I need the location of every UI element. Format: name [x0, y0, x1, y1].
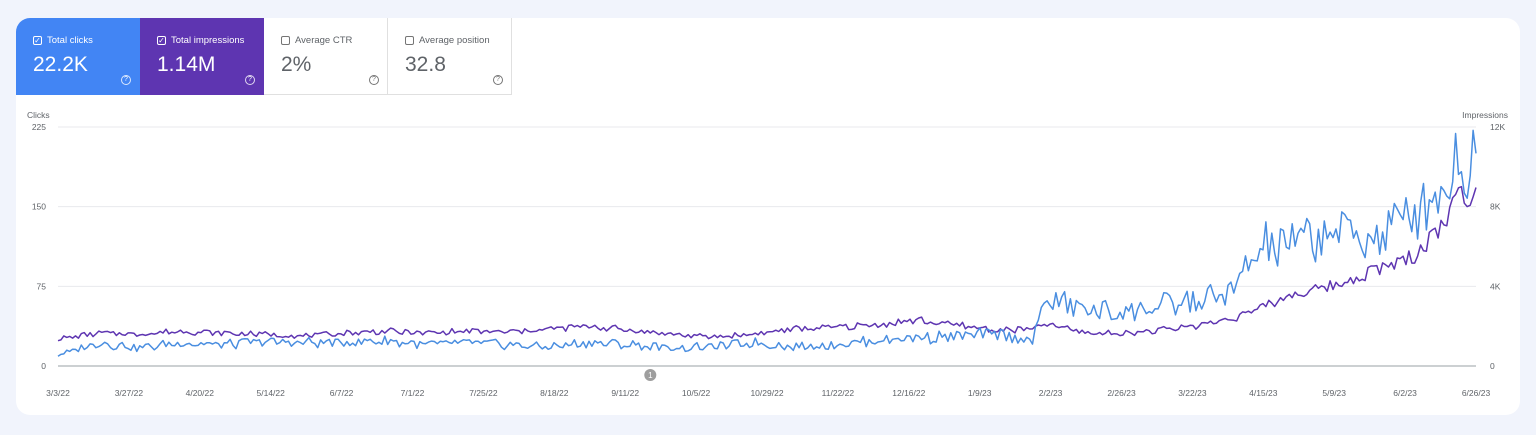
- left-tick-label: 150: [32, 202, 46, 212]
- x-tick-label: 9/11/22: [611, 388, 639, 398]
- series-line-impressions: [57, 185, 1477, 342]
- x-tick-label: 6/2/23: [1393, 388, 1417, 398]
- x-tick-label: 5/14/22: [257, 388, 286, 398]
- metric-label: Total clicks: [47, 35, 93, 46]
- annotation-label: 1: [648, 371, 653, 380]
- x-tick-label: 10/5/22: [682, 388, 711, 398]
- x-tick-label: 5/9/23: [1322, 388, 1346, 398]
- x-tick-label: 7/1/22: [401, 388, 425, 398]
- help-circle-icon[interactable]: ?: [121, 75, 131, 85]
- right-tick-label: 0: [1490, 361, 1495, 371]
- metric-value: 22.2K: [33, 53, 88, 76]
- metric-average-position[interactable]: Average position 32.8 ?: [388, 18, 512, 95]
- x-tick-label: 3/3/22: [46, 388, 70, 398]
- metric-label: Average CTR: [295, 35, 353, 46]
- metric-label: Total impressions: [171, 35, 245, 46]
- performance-chart: 0 75 150 225 0 4K 8K 12K Clicks Impressions 3/3/22…: [27, 110, 1508, 398]
- x-tick-label: 8/18/22: [540, 388, 569, 398]
- left-tick-label: 225: [32, 122, 46, 132]
- help-circle-icon[interactable]: ?: [369, 75, 379, 85]
- left-tick-label: 0: [41, 361, 46, 371]
- metric-value: 1.14M: [157, 53, 216, 76]
- x-tick-label: 2/26/23: [1107, 388, 1136, 398]
- left-axis-title: Clicks: [27, 110, 50, 120]
- help-circle-icon[interactable]: ?: [245, 75, 255, 85]
- x-tick-label: 6/26/23: [1462, 388, 1491, 398]
- metric-total-clicks[interactable]: ✓ Total clicks 22.2K ?: [16, 18, 140, 95]
- metric-total-impressions[interactable]: ✓ Total impressions 1.14M ?: [140, 18, 264, 95]
- metric-value: 2%: [281, 53, 312, 76]
- x-tick-label: 4/20/22: [186, 388, 215, 398]
- help-circle-icon[interactable]: ?: [493, 75, 503, 85]
- x-tick-label: 3/22/23: [1178, 388, 1207, 398]
- x-tick-label: 10/29/22: [750, 388, 783, 398]
- metric-tabs: ✓ Total clicks 22.2K ? ✓ Total impressions…: [16, 18, 512, 95]
- x-tick-label: 7/25/22: [469, 388, 498, 398]
- metric-value: 32.8: [405, 53, 446, 76]
- series-line-clicks: [57, 129, 1477, 357]
- x-tick-label: 11/22/22: [822, 388, 855, 398]
- x-tick-label: 6/7/22: [330, 388, 354, 398]
- x-tick-label: 4/15/23: [1249, 388, 1278, 398]
- metric-label: Average position: [419, 35, 490, 46]
- right-axis-title: Impressions: [1462, 110, 1508, 120]
- check-icon[interactable]: ✓: [33, 35, 42, 45]
- check-icon[interactable]: ✓: [157, 35, 166, 45]
- metric-average-ctr[interactable]: Average CTR 2% ?: [264, 18, 388, 95]
- x-tick-label: 2/2/23: [1039, 388, 1063, 398]
- checkbox-icon[interactable]: [281, 36, 290, 45]
- right-tick-label: 4K: [1490, 281, 1501, 291]
- checkbox-icon[interactable]: [405, 36, 414, 45]
- performance-card: ✓ Total clicks 22.2K ? ✓ Total impressions…: [16, 18, 1520, 415]
- x-tick-label: 1/9/23: [968, 388, 992, 398]
- right-tick-label: 8K: [1490, 202, 1501, 212]
- x-tick-label: 12/16/22: [892, 388, 925, 398]
- annotation-marker-icon: [644, 369, 657, 381]
- x-tick-label: 3/27/22: [115, 388, 144, 398]
- left-tick-label: 75: [37, 281, 47, 291]
- right-tick-label: 12K: [1490, 122, 1505, 132]
